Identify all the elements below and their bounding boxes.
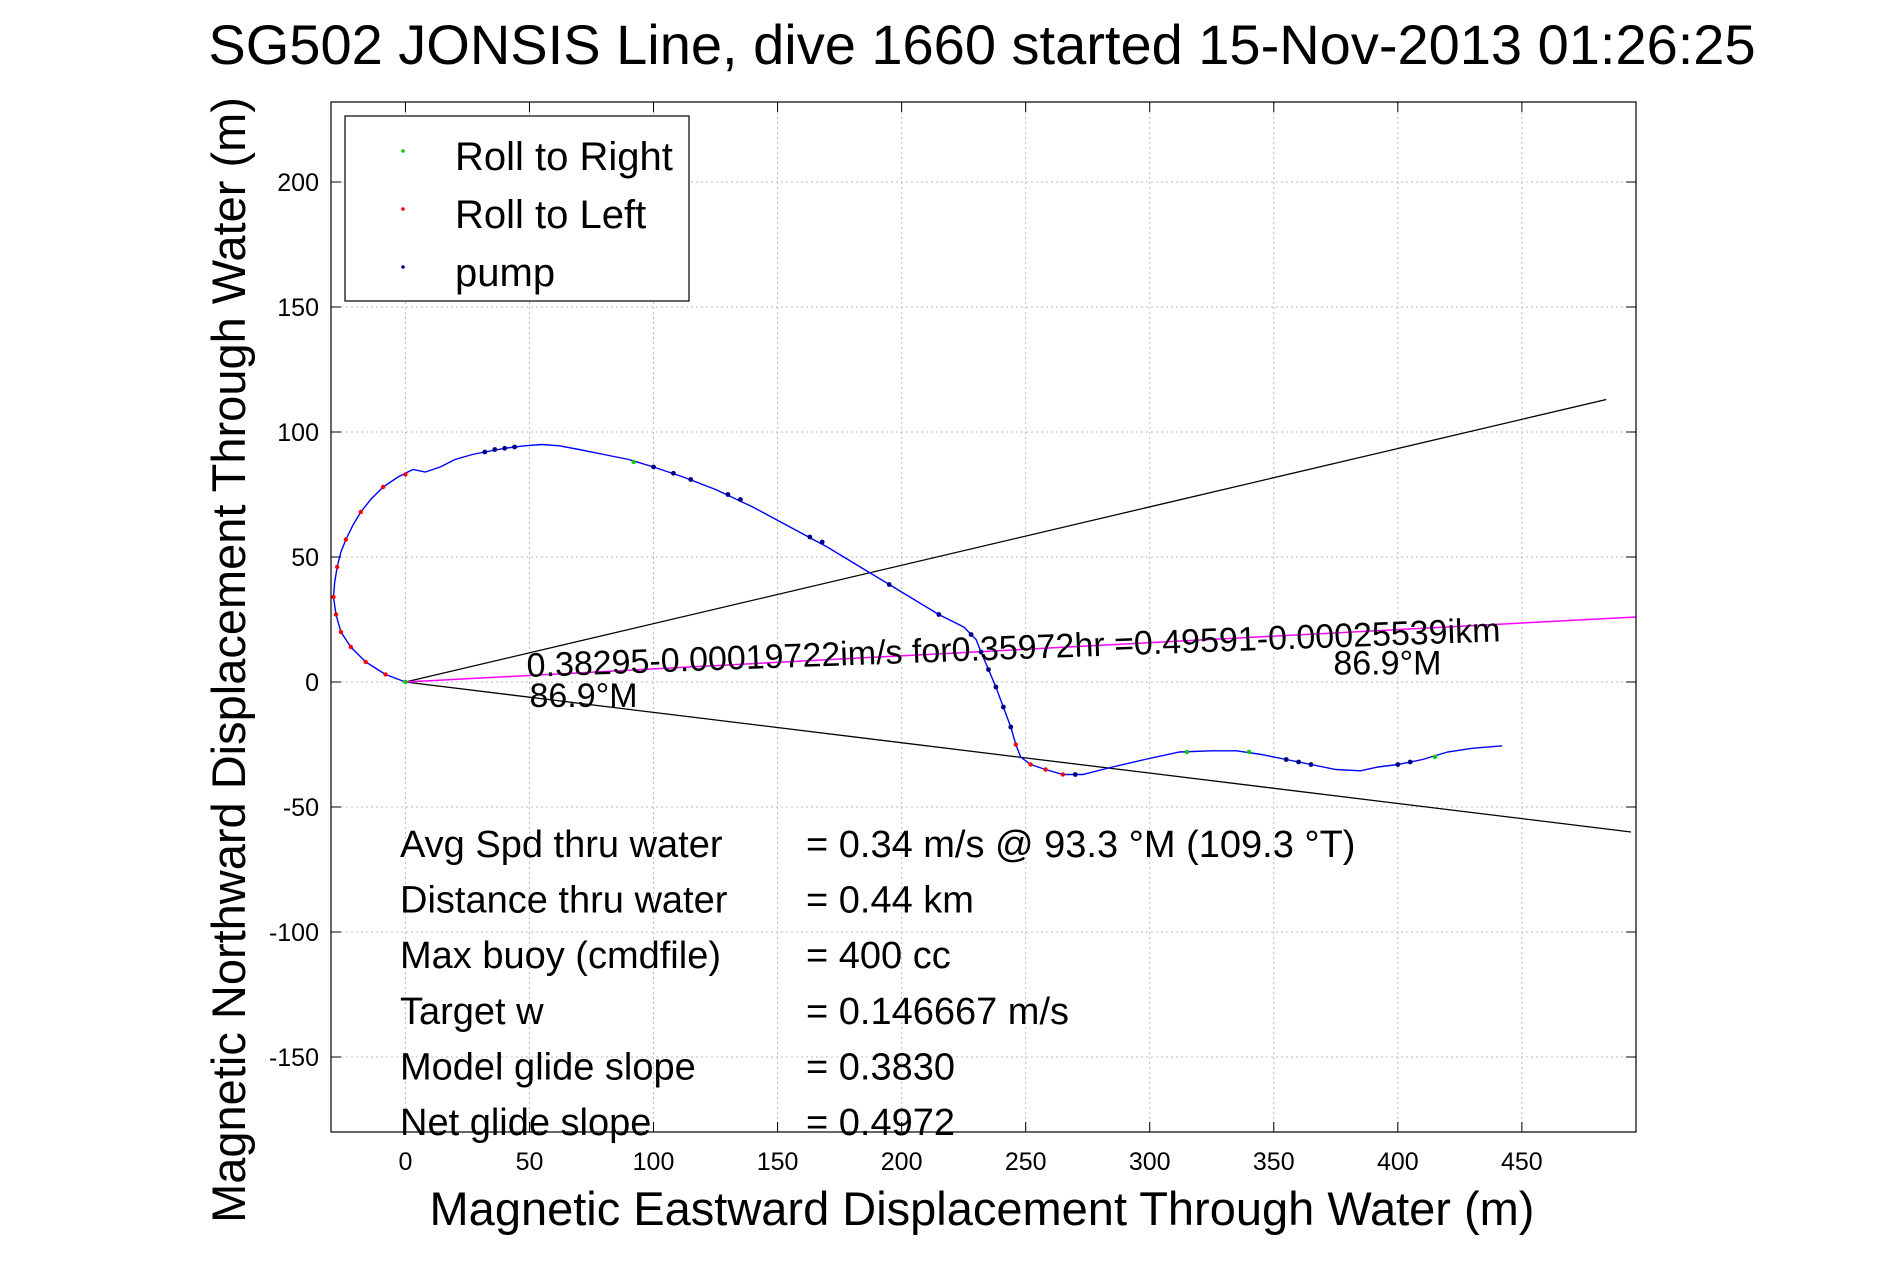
roll-left-marker	[403, 472, 408, 477]
legend-marker-pump	[401, 265, 405, 269]
pump-marker	[968, 632, 974, 637]
roll-left-marker	[348, 644, 354, 650]
x-tick-label: 350	[1253, 1148, 1295, 1176]
pump-marker	[1407, 759, 1413, 765]
pump-marker	[1008, 724, 1014, 730]
pump-marker	[502, 445, 508, 451]
y-tick-label: 0	[305, 669, 319, 697]
roll-left-marker	[331, 594, 336, 600]
roll-left-marker	[1028, 762, 1033, 767]
x-tick-label: 100	[633, 1148, 675, 1176]
legend-label-roll-right: Roll to Right	[455, 135, 673, 179]
axes-frame	[330, 101, 1637, 1133]
x-tick-label: 50	[516, 1148, 544, 1176]
x-tick-label: 200	[881, 1148, 923, 1176]
pump-marker	[993, 684, 999, 690]
dive-track-line	[332, 443, 1503, 776]
y-tick-label: 150	[277, 294, 319, 322]
roll-left-marker	[1013, 742, 1018, 747]
x-tick-label: 0	[398, 1148, 412, 1176]
roll-right-marker	[1184, 749, 1190, 755]
x-axis-ticks: 0 50 100 150 200 250 300 350 400 450	[398, 102, 1543, 1176]
stat-value: = 0.4972	[806, 1102, 955, 1144]
stat-label: Model glide slope	[400, 1046, 696, 1088]
roll-left-marker	[358, 509, 363, 515]
sample-markers	[331, 444, 1438, 777]
stat-value: = 0.34 m/s @ 93.3 °M (109.3 °T)	[806, 824, 1355, 866]
stats-block: Avg Spd thru water = 0.34 m/s @ 93.3 °M (…	[400, 824, 1355, 1144]
y-tick-label: -50	[283, 794, 319, 822]
pump-marker	[688, 477, 694, 482]
stat-label: Avg Spd thru water	[400, 824, 723, 866]
pump-marker	[670, 470, 676, 476]
pump-marker	[936, 612, 942, 617]
pump-marker	[978, 649, 984, 655]
stat-value: = 0.146667 m/s	[806, 991, 1069, 1033]
y-tick-label: -100	[269, 919, 319, 947]
roll-left-marker	[1043, 767, 1048, 772]
roll-left-marker	[333, 612, 339, 617]
roll-left-marker	[335, 564, 340, 570]
legend-marker-roll-right	[401, 149, 405, 153]
stat-label: Net glide slope	[400, 1102, 651, 1144]
y-axis-ticks: -150 -100 -50 0 50 100 150 200	[269, 169, 1636, 1072]
x-tick-label: 250	[1005, 1148, 1047, 1176]
pump-marker	[819, 539, 825, 545]
heading-cone-line	[405, 681, 1632, 833]
roll-right-marker	[1432, 754, 1438, 760]
y-tick-label: 200	[277, 169, 319, 197]
roll-left-marker	[363, 659, 368, 665]
heading-annotation: 86.9°M	[1333, 645, 1441, 683]
legend-label-pump: pump	[455, 251, 555, 295]
roll-left-marker	[383, 672, 388, 677]
legend-label-roll-left: Roll to Left	[455, 193, 646, 237]
pump-marker	[1308, 762, 1314, 767]
pump-marker	[651, 464, 656, 470]
x-tick-label: 400	[1377, 1148, 1419, 1176]
roll-left-marker	[343, 537, 349, 542]
pump-marker	[482, 449, 488, 455]
pump-marker	[1283, 757, 1289, 762]
pump-marker	[725, 492, 731, 497]
pump-marker	[886, 582, 892, 587]
stat-label: Max buoy (cmdfile)	[400, 935, 721, 977]
stat-label: Target w	[400, 991, 544, 1033]
stat-label: Distance thru water	[400, 880, 728, 922]
roll-right-marker	[1246, 749, 1252, 755]
pump-marker	[807, 534, 813, 540]
pump-marker	[1296, 759, 1301, 765]
pump-marker	[492, 447, 498, 452]
legend-marker-roll-left	[401, 207, 405, 211]
x-tick-label: 150	[757, 1148, 799, 1176]
pump-marker	[986, 667, 991, 672]
y-axis-label: Magnetic Northward Displacement Through …	[202, 97, 255, 1223]
heading-line	[405, 616, 1636, 683]
stat-value: = 400 cc	[806, 935, 951, 977]
pump-marker	[737, 497, 743, 502]
pump-marker	[1072, 772, 1078, 777]
roll-right-marker	[631, 459, 636, 465]
roll-left-marker	[1060, 772, 1066, 777]
x-tick-label: 300	[1129, 1148, 1171, 1176]
legend: Roll to Right Roll to Left pump	[344, 115, 690, 302]
x-tick-label: 450	[1501, 1148, 1543, 1176]
y-tick-label: 100	[277, 419, 319, 447]
x-axis-label: Magnetic Eastward Displacement Through W…	[430, 1182, 1535, 1235]
pump-marker	[512, 444, 517, 450]
pump-marker	[1000, 704, 1006, 710]
roll-left-marker	[338, 629, 344, 635]
y-tick-label: -150	[269, 1044, 319, 1072]
heading-cone-line	[405, 398, 1607, 683]
y-tick-label: 50	[291, 544, 319, 572]
roll-right-marker	[403, 679, 408, 685]
roll-left-marker	[380, 484, 386, 490]
chart-title: SG502 JONSIS Line, dive 1660 started 15-…	[208, 13, 1755, 76]
heading-annotation: 86.9°M	[529, 677, 637, 715]
pump-marker	[1395, 762, 1401, 767]
series-group	[332, 398, 1636, 833]
stat-value: = 0.44 km	[806, 880, 974, 922]
stat-value: = 0.3830	[806, 1046, 955, 1088]
